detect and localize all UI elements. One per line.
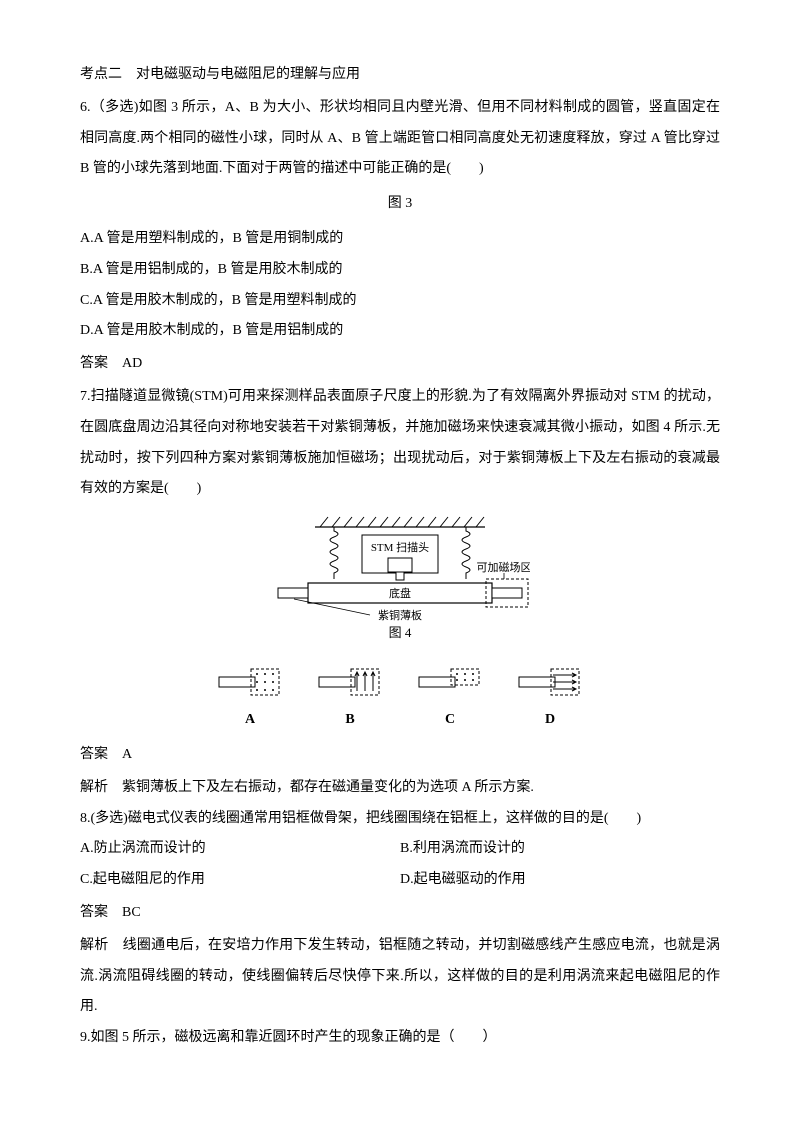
q6-stem: 6.（多选)如图 3 所示，A、B 为大小、形状均相同且内壁光滑、但用不同材料制… bbox=[80, 93, 720, 185]
q7-optD-label: D bbox=[545, 705, 555, 736]
mag-label: 可加磁场区 bbox=[477, 560, 531, 574]
q6-optA: A.A 管是用塑料制成的，B 管是用铜制成的 bbox=[80, 224, 720, 255]
q7-optC-svg bbox=[415, 663, 485, 701]
base-label: 底盘 bbox=[389, 586, 411, 600]
q7-optB-box: B bbox=[315, 663, 385, 736]
stm-svg: STM 扫描头 底盘 可加磁场区 紫铜薄板 图 4 bbox=[270, 513, 530, 653]
q8-stem: 8.(多选)磁电式仪表的线圈通常用铝框做骨架，把线圈围绕在铝框上，这样做的目的是… bbox=[80, 804, 720, 835]
q8-optA: A.防止涡流而设计的 bbox=[80, 834, 400, 865]
q7-stem: 7.扫描隧道显微镜(STM)可用来探测样品表面原子尺度上的形貌.为了有效隔离外界… bbox=[80, 382, 720, 505]
q8-answer: 答案 BC bbox=[80, 898, 720, 929]
section-title: 考点二 对电磁驱动与电磁阻尼的理解与应用 bbox=[80, 60, 720, 91]
plate-label: 紫铜薄板 bbox=[378, 608, 422, 622]
q6-answer: 答案 AD bbox=[80, 349, 720, 380]
q6-fig-label: 图 3 bbox=[80, 189, 720, 220]
q7-fig-label: 图 4 bbox=[389, 625, 412, 640]
q6-optD: D.A 管是用胶木制成的，B 管是用铝制成的 bbox=[80, 316, 720, 347]
q7-optA-label: A bbox=[245, 705, 255, 736]
q8-optC: C.起电磁阻尼的作用 bbox=[80, 865, 400, 896]
stm-head-label: STM 扫描头 bbox=[371, 540, 429, 554]
q7-answer: 答案 A bbox=[80, 740, 720, 771]
q7-optD-box: D bbox=[515, 663, 585, 736]
q7-optB-label: B bbox=[345, 705, 354, 736]
q7-diagram: STM 扫描头 底盘 可加磁场区 紫铜薄板 图 4 bbox=[80, 513, 720, 653]
q6-optC: C.A 管是用胶木制成的，B 管是用塑料制成的 bbox=[80, 286, 720, 317]
q7-optC-box: C bbox=[415, 663, 485, 736]
q7-options-row: A B C bbox=[80, 663, 720, 736]
q7-optD-svg bbox=[515, 663, 585, 701]
q7-optA-svg bbox=[215, 663, 285, 701]
q7-optA-box: A bbox=[215, 663, 285, 736]
q7-explain: 解析 紫铜薄板上下及左右振动，都存在磁通量变化的为选项 A 所示方案. bbox=[80, 773, 720, 804]
q7-optB-svg bbox=[315, 663, 385, 701]
q7-optC-label: C bbox=[445, 705, 455, 736]
q8-optB: B.利用涡流而设计的 bbox=[400, 834, 720, 865]
q8-explain: 解析 线圈通电后，在安培力作用下发生转动，铝框随之转动，并切割磁感线产生感应电流… bbox=[80, 931, 720, 1023]
q6-optB: B.A 管是用铝制成的，B 管是用胶木制成的 bbox=[80, 255, 720, 286]
q9-stem: 9.如图 5 所示，磁极远离和靠近圆环时产生的现象正确的是（ ） bbox=[80, 1023, 720, 1054]
q8-optD: D.起电磁驱动的作用 bbox=[400, 865, 720, 896]
